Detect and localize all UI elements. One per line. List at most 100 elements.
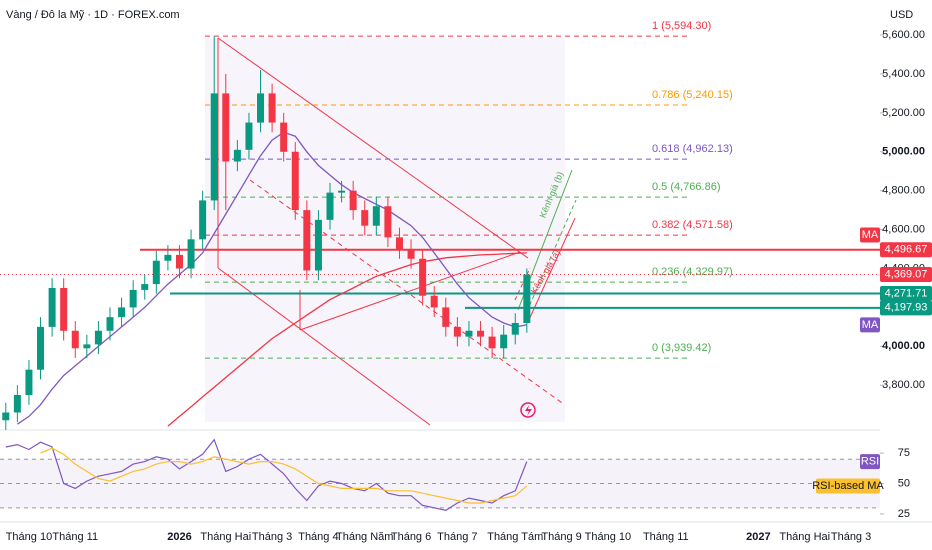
price-badge — [880, 285, 932, 301]
rsi-badge-label: RSI-based MA — [812, 480, 884, 492]
candle-body — [141, 284, 149, 290]
price-badge-label: 4,197.93 — [885, 302, 928, 314]
y-tick-label: 5,000.00 — [882, 146, 925, 158]
candle-body — [48, 287, 56, 327]
y-tick-label: 4,600.00 — [882, 223, 925, 235]
channel-line — [523, 199, 577, 319]
y-tick-label: 4,800.00 — [882, 185, 925, 197]
candle-body — [465, 330, 473, 337]
rsi-line — [40, 447, 528, 504]
candle-body — [361, 210, 369, 226]
candle-body — [25, 369, 33, 395]
x-tick-label: Tháng Tám — [487, 531, 543, 543]
candle-body — [280, 122, 288, 152]
x-tick-label: 2026 — [167, 531, 191, 543]
candle-body — [245, 122, 253, 150]
ma-line — [17, 131, 527, 425]
ma-badge-label: MA — [862, 229, 879, 241]
fib-label: 0.618 (4,962.13) — [652, 143, 733, 155]
candle-body — [164, 254, 172, 261]
candle-body — [199, 200, 207, 240]
rsi-badge — [816, 478, 880, 494]
candle-body — [13, 394, 21, 413]
y-tick-label: 5,400.00 — [882, 68, 925, 80]
candle-body — [83, 344, 91, 349]
candle-body — [372, 206, 380, 226]
candle-body — [395, 237, 403, 250]
price-badge — [880, 300, 932, 316]
candle-body — [2, 412, 10, 421]
event-icon[interactable] — [520, 402, 536, 418]
candle-body — [268, 93, 276, 123]
rsi-y-tick-label: 75 — [898, 447, 910, 459]
candle-body — [326, 192, 334, 220]
x-tick-label: Tháng 3 — [252, 531, 292, 543]
candle-body — [233, 149, 241, 162]
fib-label: 1 (5,594.30) — [652, 20, 711, 32]
y-axis-label: USD — [890, 9, 913, 21]
x-tick-label: Tháng 7 — [437, 531, 477, 543]
x-tick-label: Tháng 10 — [585, 531, 631, 543]
fib-label: 0.786 (5,240.15) — [652, 89, 733, 101]
rsi-line — [5, 438, 528, 511]
candle-body — [314, 219, 322, 271]
candle-body — [210, 93, 218, 201]
rsi-y-tick-label: 25 — [898, 508, 910, 520]
candle-body — [511, 322, 519, 335]
ma-badge — [860, 317, 880, 333]
price-badge — [880, 242, 932, 258]
fib-label: 0.236 (4,329.97) — [652, 266, 733, 278]
trend-line — [217, 37, 529, 259]
candle-body — [129, 289, 137, 308]
candle-body — [222, 93, 230, 162]
x-tick-label: Tháng Hai — [779, 531, 830, 543]
x-tick-label: 2027 — [746, 531, 770, 543]
x-tick-label: Tháng 4 — [298, 531, 338, 543]
candle-body — [94, 330, 102, 345]
channel-line — [514, 267, 531, 301]
price-badge-label: 4,496.67 — [885, 244, 928, 256]
x-tick-label: Tháng Năm — [336, 531, 393, 543]
candle-body — [338, 190, 346, 193]
candle-body — [477, 330, 485, 337]
candle-body — [384, 206, 392, 238]
candle-body — [419, 258, 427, 296]
price-badge — [880, 267, 932, 283]
candle-body — [175, 254, 183, 269]
candle-body — [500, 334, 508, 349]
x-tick-label: Tháng 6 — [391, 531, 431, 543]
candle-body — [152, 260, 160, 285]
candle-body — [303, 210, 311, 271]
candle-body — [407, 249, 415, 259]
rsi-badge — [860, 454, 880, 470]
x-tick-label: Tháng 11 — [643, 531, 689, 543]
candle-body — [257, 93, 265, 123]
x-tick-label: Tháng 10 — [6, 531, 52, 543]
candle-body — [71, 330, 79, 349]
event-icon-bolt — [525, 405, 532, 416]
x-tick-label: Tháng 3 — [831, 531, 871, 543]
x-tick-label: Tháng 9 — [541, 531, 581, 543]
fib-label: 0.5 (4,766.86) — [652, 181, 721, 193]
price-badge-label: 4,369.07 — [885, 268, 928, 280]
candle-body — [37, 326, 45, 370]
price-badge-label: 4,271.71 — [885, 287, 928, 299]
candle-body — [187, 239, 195, 269]
candle-body — [488, 336, 496, 349]
chart-title: Vàng / Đô la Mỹ · 1D · FOREX.com — [6, 9, 180, 21]
candle-body — [430, 295, 438, 308]
y-tick-label: 4,000.00 — [882, 340, 925, 352]
candle-body — [118, 307, 126, 318]
candle-body — [291, 151, 299, 211]
ma-badge-label: MA — [862, 319, 879, 331]
ma-badge — [860, 227, 880, 243]
trend-line — [299, 251, 521, 331]
y-tick-label: 5,200.00 — [882, 107, 925, 119]
rsi-y-tick-label: 50 — [898, 477, 910, 489]
candle-body — [106, 317, 114, 331]
candle-body — [349, 190, 357, 211]
y-tick-label: 5,600.00 — [882, 29, 925, 41]
x-tick-label: Tháng 11 — [52, 531, 98, 543]
fib-label: 0 (3,939.42) — [652, 342, 711, 354]
